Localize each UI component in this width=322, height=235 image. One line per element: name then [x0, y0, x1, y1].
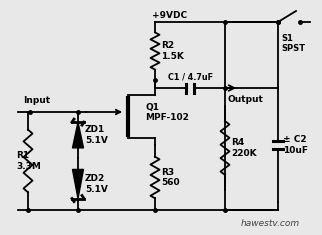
- Text: R4
220K: R4 220K: [231, 138, 257, 158]
- Text: ZD1
5.1V: ZD1 5.1V: [85, 125, 108, 145]
- Text: Input: Input: [23, 96, 50, 105]
- Text: ZD2
5.1V: ZD2 5.1V: [85, 174, 108, 194]
- Text: R1
3.3M: R1 3.3M: [16, 151, 41, 171]
- Text: Q1
MPF-102: Q1 MPF-102: [145, 103, 189, 122]
- Text: hawestv.com: hawestv.com: [241, 219, 300, 228]
- Text: ± C2
10uF: ± C2 10uF: [283, 135, 308, 155]
- Text: Output: Output: [227, 95, 263, 104]
- Text: S1
SPST: S1 SPST: [281, 34, 305, 53]
- Text: C1 / 4.7uF: C1 / 4.7uF: [167, 72, 213, 81]
- Text: R2
1.5K: R2 1.5K: [161, 41, 184, 61]
- Text: +9VDC: +9VDC: [152, 11, 187, 20]
- Polygon shape: [72, 169, 83, 199]
- Text: R3
560: R3 560: [161, 168, 180, 187]
- Polygon shape: [72, 122, 83, 148]
